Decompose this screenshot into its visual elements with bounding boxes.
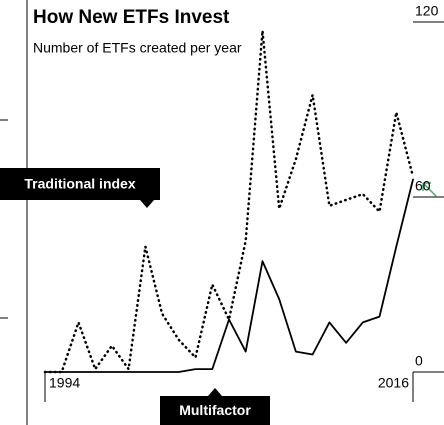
- legend-label: Multifactor: [179, 402, 251, 418]
- chart-subtitle: Number of ETFs created per year: [33, 40, 242, 56]
- y-tick-label: 60: [415, 178, 431, 194]
- arrow-icon: [422, 182, 437, 197]
- chart-title: How New ETFs Invest: [33, 7, 230, 28]
- callout-box: [160, 388, 270, 425]
- y-tick-label: 0: [415, 353, 423, 369]
- y-tick-label: 120: [415, 3, 439, 19]
- series-line: [44, 178, 414, 373]
- x-tick-label: 2016: [378, 375, 409, 391]
- callout-box: [0, 168, 160, 208]
- x-tick-label: 1994: [49, 375, 80, 391]
- legend-label: Traditional index: [24, 176, 135, 192]
